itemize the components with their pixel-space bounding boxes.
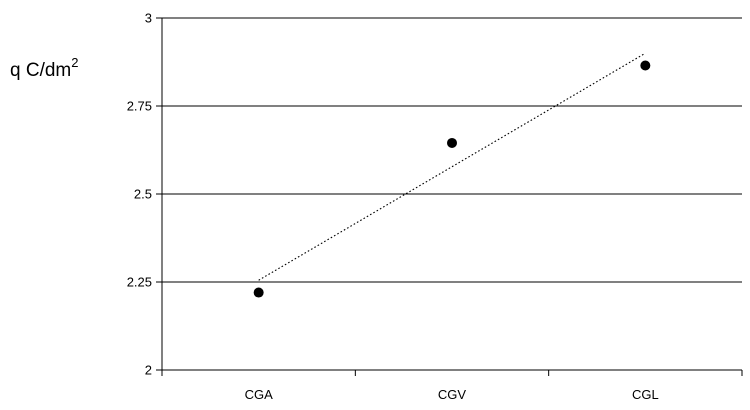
y-axis-label-superscript: 2	[71, 55, 78, 70]
trendline-line	[258, 52, 646, 281]
trendline	[258, 52, 646, 281]
x-category-label: CGL	[632, 387, 659, 402]
x-category-label: CGV	[438, 387, 467, 402]
y-tick-label: 2.75	[127, 99, 152, 114]
y-tick-label: 2.5	[134, 187, 152, 202]
tick-labels: 2 2.25 2.5 2.75 3 CGA CGV CGL	[127, 11, 659, 403]
data-points	[253, 60, 651, 298]
data-point	[447, 137, 457, 148]
y-tick-label: 2.25	[127, 275, 152, 290]
gridlines	[162, 17, 742, 283]
y-axis-label-text: q C/dm	[10, 60, 71, 81]
axes	[156, 17, 743, 376]
y-tick-label: 2	[145, 363, 152, 378]
y-axis-label: q C/dm2	[10, 55, 78, 81]
y-tick-label: 3	[145, 11, 152, 26]
x-category-label: CGA	[245, 387, 274, 402]
data-point	[253, 287, 264, 298]
data-point	[640, 60, 651, 71]
